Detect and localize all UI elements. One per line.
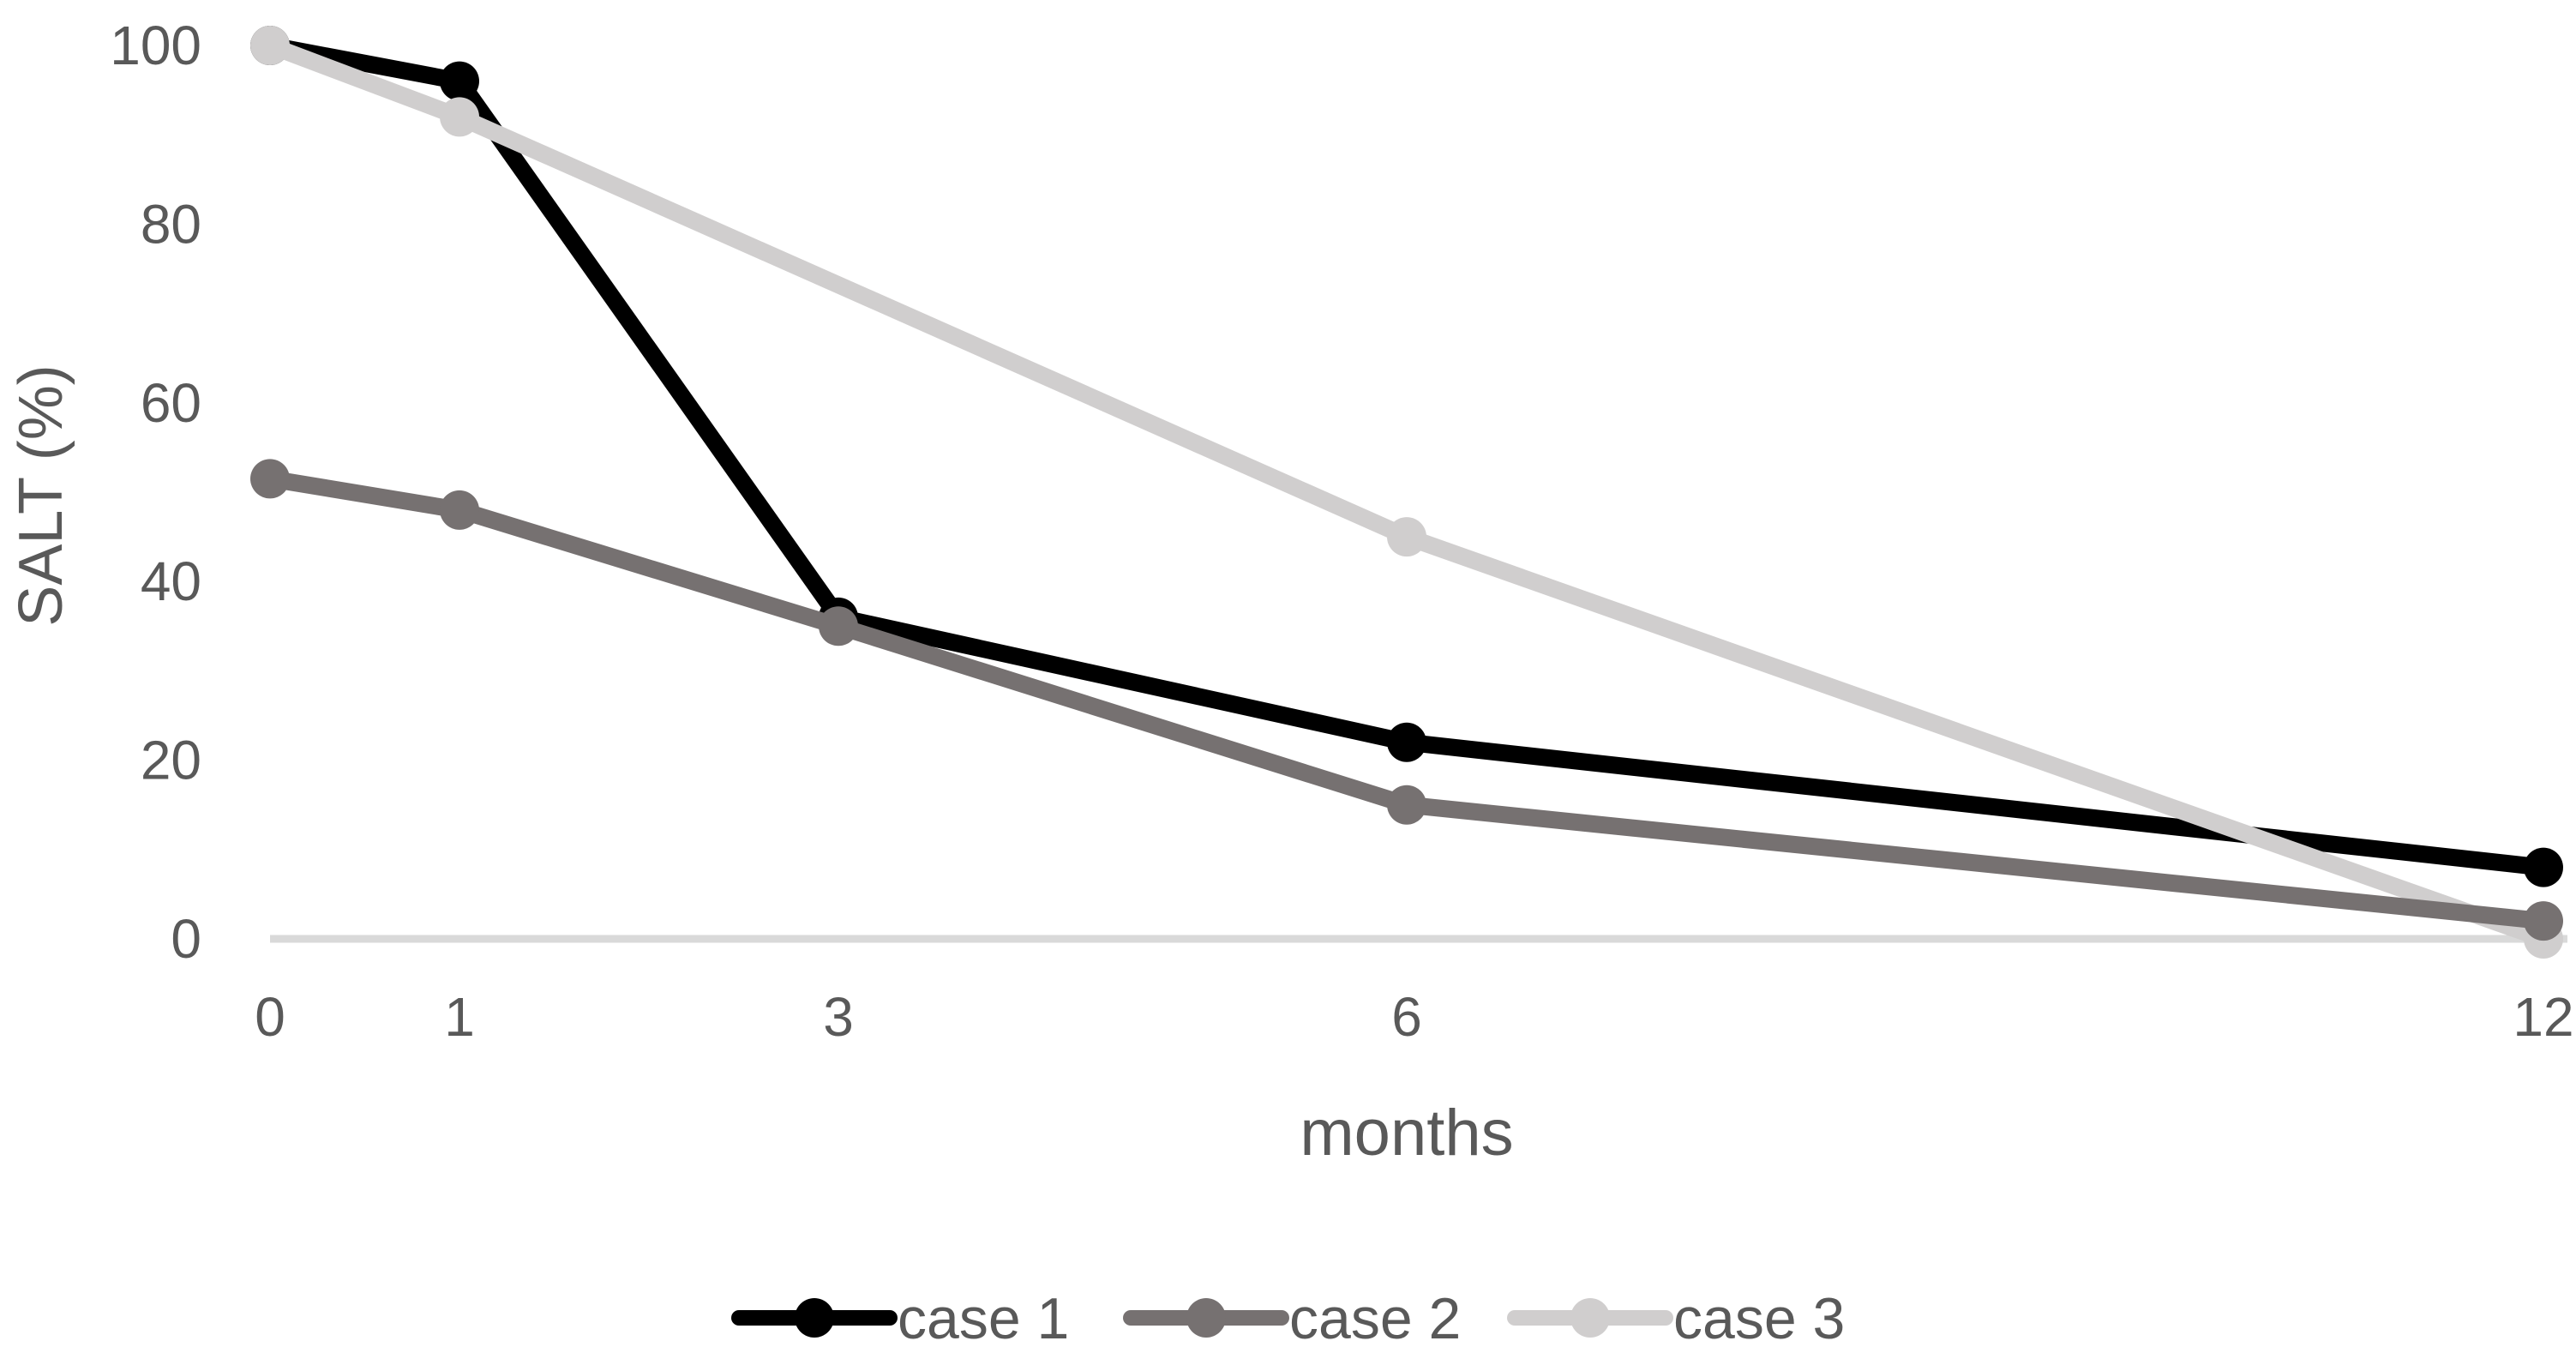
x-axis-tick-label: 3 [823,986,854,1048]
y-axis-tick-label: 60 [141,372,201,434]
x-axis-tick-label: 0 [255,986,285,1048]
data-point-marker-case-3-6m [1387,517,1426,557]
legend: case 1 case 2 case 3 [731,1286,1845,1351]
data-point-marker-case-2-3m [819,606,858,646]
data-point-marker-case-2-1m [440,490,479,530]
series-case-2 [250,459,2563,941]
data-point-marker-case-1-12m [2524,847,2563,887]
data-point-marker-case-2-0m [250,459,290,499]
data-point-marker-case-3-1m [440,97,479,137]
y-axis-tick-label: 0 [171,908,201,970]
x-axis-tick-label: 6 [1391,986,1422,1048]
data-point-marker-case-3-0m [250,26,290,65]
y-axis-tick-label: 80 [141,193,201,255]
series-line-case-3 [261,37,2552,947]
legend-item-case-2: case 2 [1123,1286,1461,1351]
y-axis-tick-label: 40 [141,550,201,612]
data-point-marker-case-1-6m [1387,722,1426,762]
series-case-1 [250,26,2563,887]
legend-label-case-1: case 1 [898,1286,1069,1351]
legend-swatch-marker-case-3 [1570,1298,1610,1338]
y-axis-title: SALT (%) [7,364,75,626]
legend-item-case-1: case 1 [731,1286,1069,1351]
x-axis-tick-label: 1 [444,986,475,1048]
legend-swatch-marker-case-2 [1186,1298,1226,1338]
x-axis-title: months [1300,1097,1513,1170]
series-case-3 [250,26,2563,959]
y-axis-tick-label: 20 [141,730,201,791]
data-point-marker-case-2-12m [2524,901,2563,941]
x-axis-tick-label: 12 [2513,986,2573,1048]
legend-label-case-2: case 2 [1289,1286,1461,1351]
data-point-marker-case-2-6m [1387,785,1426,825]
y-axis-tick-label: 100 [110,15,201,76]
data-point-marker-case-1-1m [440,61,479,101]
legend-item-case-3: case 3 [1507,1286,1845,1351]
legend-label-case-3: case 3 [1673,1286,1845,1351]
legend-swatch-marker-case-1 [795,1298,834,1338]
